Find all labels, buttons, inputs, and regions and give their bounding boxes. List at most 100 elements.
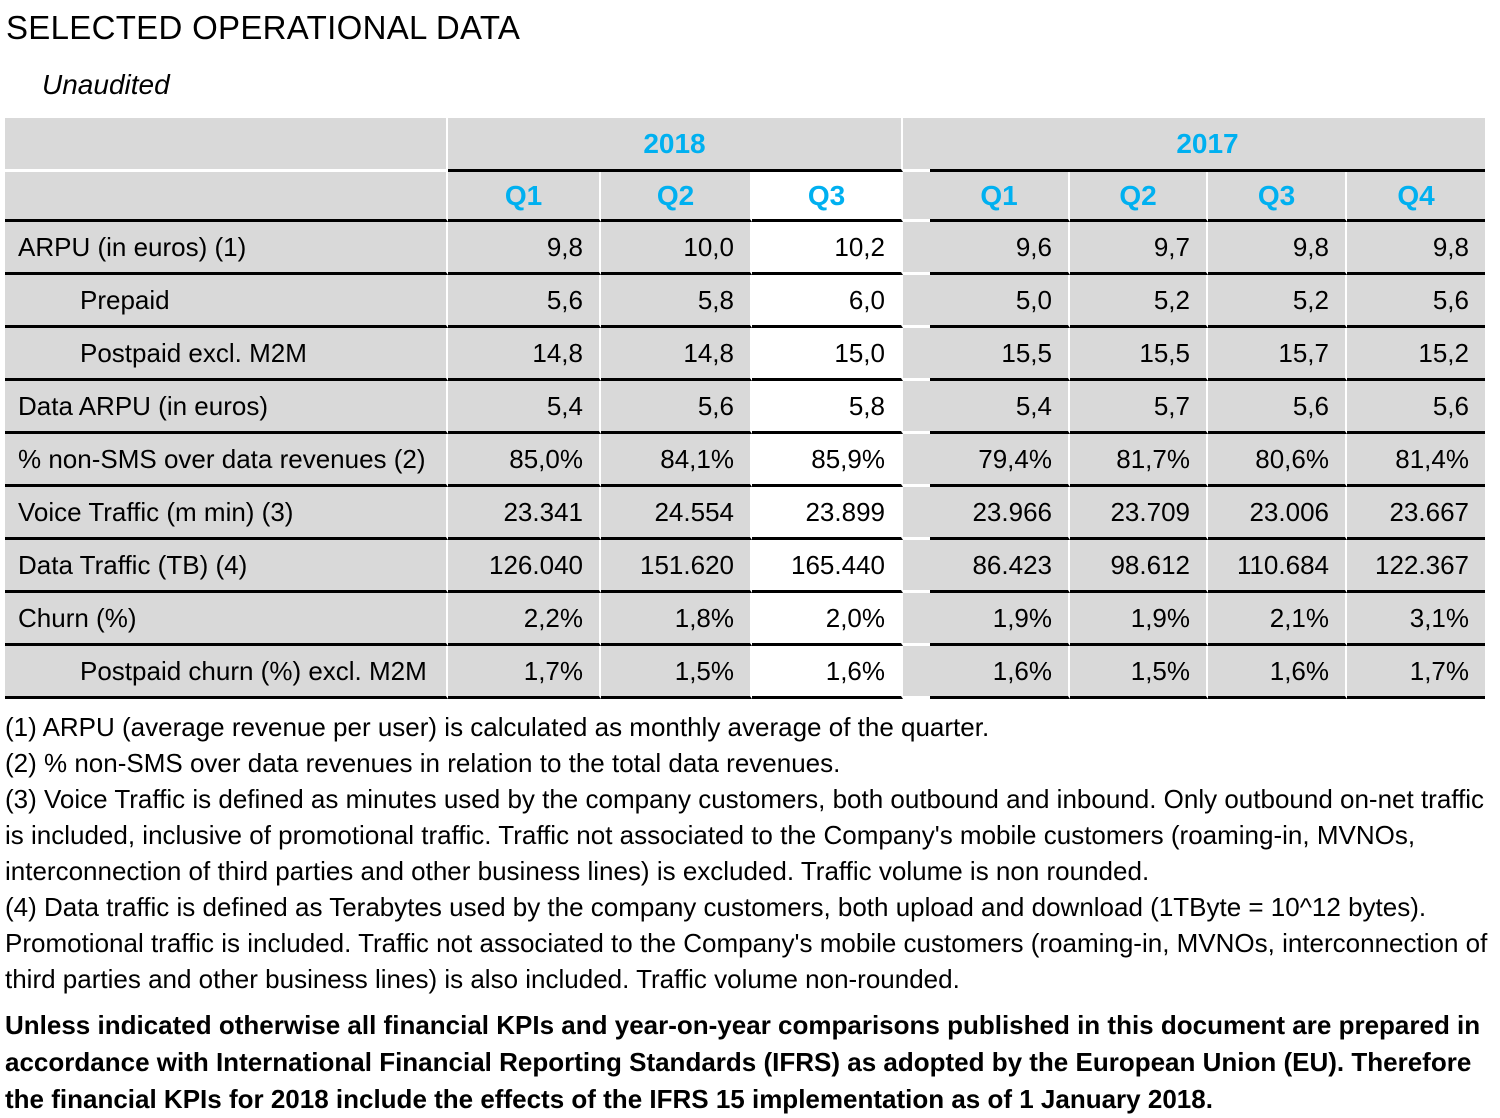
value-cell: 80,6% bbox=[1208, 434, 1347, 487]
value-cell: 1,9% bbox=[930, 593, 1070, 646]
row-label: % non-SMS over data revenues (2) bbox=[5, 434, 448, 487]
table-row-non-sms: % non-SMS over data revenues (2) 85,0% 8… bbox=[5, 434, 1485, 487]
value-cell: 86.423 bbox=[930, 540, 1070, 593]
value-cell: 1,6% bbox=[1208, 646, 1347, 699]
value-cell: 5,6 bbox=[1347, 275, 1485, 328]
page-title: SELECTED OPERATIONAL DATA bbox=[6, 9, 521, 46]
value-cell: 5,2 bbox=[1208, 275, 1347, 328]
footnote-1: (1) ARPU (average revenue per user) is c… bbox=[5, 712, 990, 742]
value-cell: 126.040 bbox=[448, 540, 601, 593]
table-row-prepaid: Prepaid 5,6 5,8 6,0 5,0 5,2 5,2 5,6 bbox=[5, 275, 1485, 328]
row-label: Postpaid churn (%) excl. M2M bbox=[5, 646, 448, 699]
value-cell: 1,6% bbox=[752, 646, 903, 699]
value-cell: 1,6% bbox=[930, 646, 1070, 699]
row-gap bbox=[903, 646, 930, 699]
value-cell: 9,6 bbox=[930, 222, 1070, 275]
value-cell: 23.709 bbox=[1070, 487, 1208, 540]
value-cell: 10,2 bbox=[752, 222, 903, 275]
value-cell: 110.684 bbox=[1208, 540, 1347, 593]
year-header-row: 2018 2017 bbox=[5, 118, 1485, 172]
value-cell: 5,6 bbox=[1347, 381, 1485, 434]
value-cell: 15,2 bbox=[1347, 328, 1485, 381]
row-gap bbox=[903, 381, 930, 434]
year-header-2018: 2018 bbox=[448, 118, 903, 172]
footnote-4: (4) Data traffic is defined as Terabytes… bbox=[5, 892, 1488, 994]
year-gap bbox=[903, 118, 930, 172]
value-cell: 1,7% bbox=[448, 646, 601, 699]
value-cell: 1,5% bbox=[601, 646, 752, 699]
quarter-gap bbox=[903, 172, 930, 222]
value-cell: 81,7% bbox=[1070, 434, 1208, 487]
value-cell: 3,1% bbox=[1347, 593, 1485, 646]
operational-data-table: 2018 2017 Q1 Q2 Q3 Q1 Q2 Q3 Q4 ARPU (in … bbox=[5, 118, 1485, 699]
value-cell: 151.620 bbox=[601, 540, 752, 593]
value-cell: 23.899 bbox=[752, 487, 903, 540]
value-cell: 23.006 bbox=[1208, 487, 1347, 540]
value-cell: 2,0% bbox=[752, 593, 903, 646]
quarter-header-spacer bbox=[5, 172, 448, 222]
value-cell: 5,6 bbox=[601, 381, 752, 434]
value-cell: 15,5 bbox=[930, 328, 1070, 381]
row-gap bbox=[903, 222, 930, 275]
quarter-header-row: Q1 Q2 Q3 Q1 Q2 Q3 Q4 bbox=[5, 172, 1485, 222]
value-cell: 9,7 bbox=[1070, 222, 1208, 275]
value-cell: 165.440 bbox=[752, 540, 903, 593]
quarter-header-2018-q2: Q2 bbox=[601, 172, 752, 222]
value-cell: 10,0 bbox=[601, 222, 752, 275]
unaudited-label: Unaudited bbox=[42, 69, 170, 100]
table-row-voice-traffic: Voice Traffic (m min) (3) 23.341 24.554 … bbox=[5, 487, 1485, 540]
value-cell: 1,7% bbox=[1347, 646, 1485, 699]
row-label: ARPU (in euros) (1) bbox=[5, 222, 448, 275]
footnote-2: (2) % non-SMS over data revenues in rela… bbox=[5, 748, 841, 778]
value-cell: 9,8 bbox=[448, 222, 601, 275]
value-cell: 5,6 bbox=[1208, 381, 1347, 434]
value-cell: 5,7 bbox=[1070, 381, 1208, 434]
quarter-header-2017-q3: Q3 bbox=[1208, 172, 1347, 222]
value-cell: 9,8 bbox=[1208, 222, 1347, 275]
value-cell: 5,0 bbox=[930, 275, 1070, 328]
value-cell: 23.966 bbox=[930, 487, 1070, 540]
row-label: Data ARPU (in euros) bbox=[5, 381, 448, 434]
row-gap bbox=[903, 540, 930, 593]
value-cell: 98.612 bbox=[1070, 540, 1208, 593]
value-cell: 24.554 bbox=[601, 487, 752, 540]
value-cell: 14,8 bbox=[448, 328, 601, 381]
table-row-postpaid-churn: Postpaid churn (%) excl. M2M 1,7% 1,5% 1… bbox=[5, 646, 1485, 699]
value-cell: 9,8 bbox=[1347, 222, 1485, 275]
value-cell: 2,1% bbox=[1208, 593, 1347, 646]
value-cell: 122.367 bbox=[1347, 540, 1485, 593]
value-cell: 23.667 bbox=[1347, 487, 1485, 540]
row-gap bbox=[903, 434, 930, 487]
value-cell: 5,8 bbox=[601, 275, 752, 328]
value-cell: 23.341 bbox=[448, 487, 601, 540]
quarter-header-2017-q1: Q1 bbox=[930, 172, 1070, 222]
value-cell: 79,4% bbox=[930, 434, 1070, 487]
value-cell: 1,9% bbox=[1070, 593, 1208, 646]
quarter-header-2017-q2: Q2 bbox=[1070, 172, 1208, 222]
year-header-2017: 2017 bbox=[930, 118, 1485, 172]
value-cell: 84,1% bbox=[601, 434, 752, 487]
value-cell: 2,2% bbox=[448, 593, 601, 646]
row-gap bbox=[903, 328, 930, 381]
quarter-header-2018-q3: Q3 bbox=[752, 172, 903, 222]
value-cell: 5,6 bbox=[448, 275, 601, 328]
quarter-header-2017-q4: Q4 bbox=[1347, 172, 1485, 222]
table-row-churn: Churn (%) 2,2% 1,8% 2,0% 1,9% 1,9% 2,1% … bbox=[5, 593, 1485, 646]
value-cell: 5,4 bbox=[930, 381, 1070, 434]
value-cell: 5,8 bbox=[752, 381, 903, 434]
row-label: Churn (%) bbox=[5, 593, 448, 646]
table-row-postpaid: Postpaid excl. M2M 14,8 14,8 15,0 15,5 1… bbox=[5, 328, 1485, 381]
value-cell: 15,5 bbox=[1070, 328, 1208, 381]
value-cell: 14,8 bbox=[601, 328, 752, 381]
value-cell: 85,9% bbox=[752, 434, 903, 487]
row-gap bbox=[903, 593, 930, 646]
value-cell: 15,7 bbox=[1208, 328, 1347, 381]
row-label: Postpaid excl. M2M bbox=[5, 328, 448, 381]
value-cell: 15,0 bbox=[752, 328, 903, 381]
value-cell: 5,4 bbox=[448, 381, 601, 434]
value-cell: 5,2 bbox=[1070, 275, 1208, 328]
row-label: Prepaid bbox=[5, 275, 448, 328]
value-cell: 1,5% bbox=[1070, 646, 1208, 699]
table-row-arpu: ARPU (in euros) (1) 9,8 10,0 10,2 9,6 9,… bbox=[5, 222, 1485, 275]
footnote-3: (3) Voice Traffic is defined as minutes … bbox=[5, 784, 1485, 886]
